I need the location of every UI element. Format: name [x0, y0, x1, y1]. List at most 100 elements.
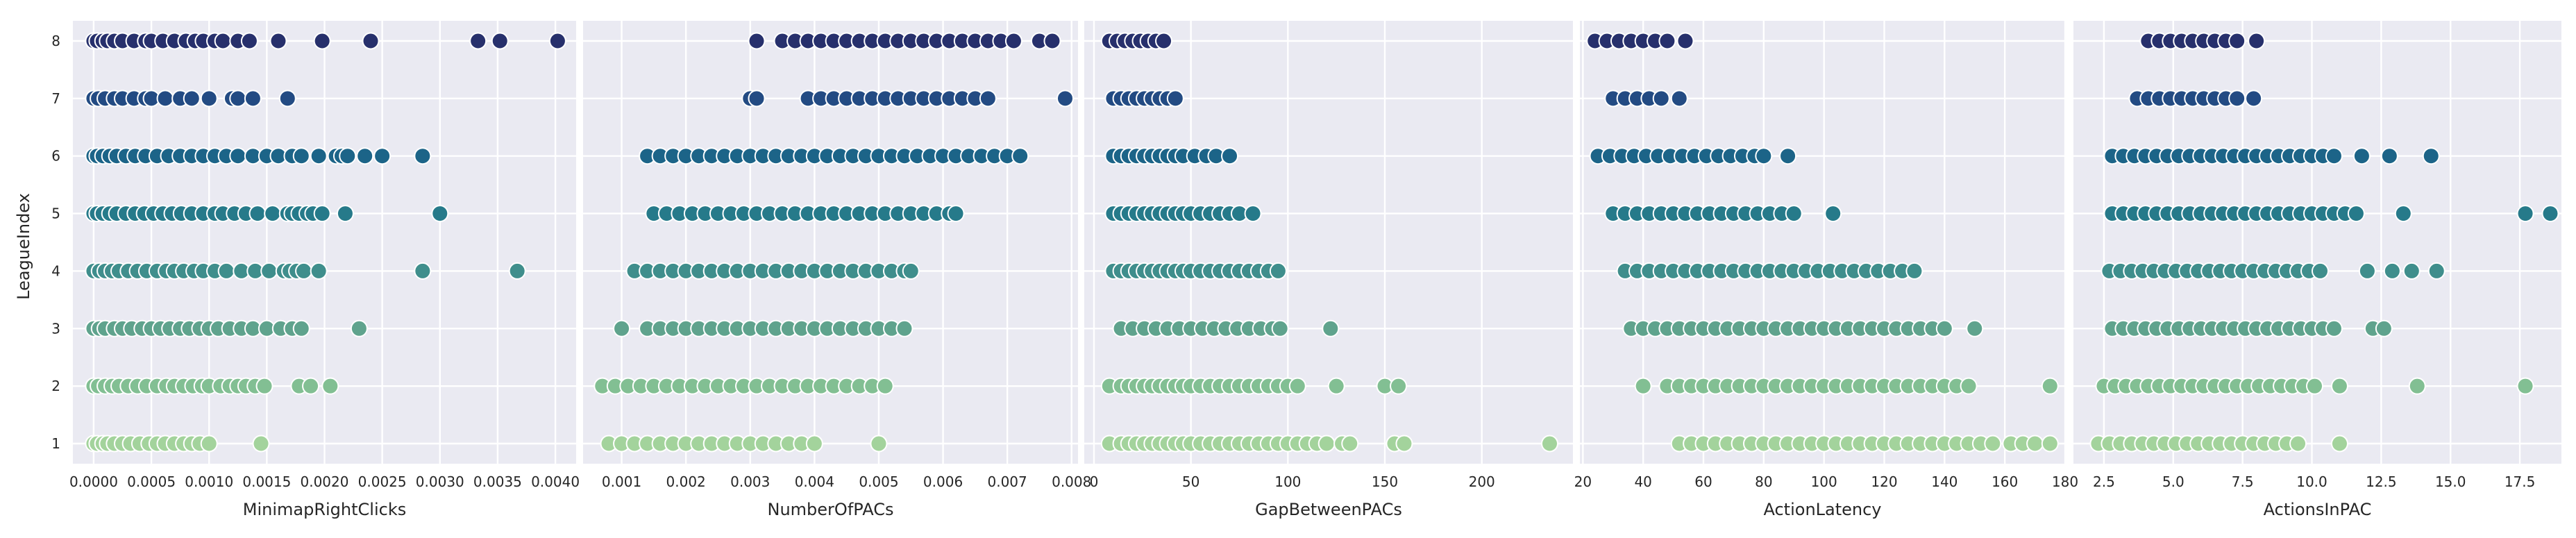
scatter-point: [2026, 435, 2044, 453]
scatter-point: [310, 147, 328, 165]
panel-5: 2.5 5.0 7.5 10.0 12.5 15.0 17.5 ActionsInPAC: [2073, 21, 2561, 519]
scatter-point: [1271, 319, 1289, 337]
scatter-point: [1658, 32, 1676, 50]
scatter-point: [1244, 205, 1262, 223]
scatter-points: [1586, 32, 2059, 453]
scatter-point: [2383, 262, 2401, 280]
scatter-point: [2516, 377, 2534, 395]
scatter-point: [2516, 205, 2534, 223]
scatter-point: [292, 319, 310, 337]
scatter-point: [414, 262, 432, 280]
scatter-point: [1318, 435, 1336, 453]
scatter-point: [1755, 147, 1773, 165]
scatter-point: [1634, 377, 1652, 395]
scatter-point: [1322, 319, 1340, 337]
scatter-point: [156, 90, 174, 108]
x-tick-label: 15.0: [2435, 473, 2466, 490]
scatter-point: [1785, 205, 1803, 223]
scatter-point: [1966, 319, 1984, 337]
y-tick-label: 2: [51, 378, 60, 394]
scatter-point: [1905, 262, 1923, 280]
scatter-point: [2228, 32, 2246, 50]
panel-2: 0.001 0.002 0.003 0.004 0.005 0.006 0.007 0.008…: [583, 21, 1091, 519]
x-tick-label: 180: [2052, 473, 2078, 490]
y-tick-label: 1: [51, 435, 60, 452]
scatter-point: [302, 377, 320, 395]
scatter-point: [2325, 319, 2343, 337]
scatter-point: [431, 205, 449, 223]
scatter-point: [2541, 205, 2559, 223]
scatter-point: [269, 32, 287, 50]
scatter-point: [947, 205, 965, 223]
scatter-point: [748, 32, 766, 50]
scatter-point: [1960, 377, 1978, 395]
scatter-point: [217, 262, 235, 280]
scatter-point: [313, 32, 331, 50]
scatter-points: [2089, 32, 2559, 453]
x-tick-label: 0.0030: [416, 473, 464, 490]
x-tick-label: 150: [1372, 473, 1398, 490]
scatter-point: [1676, 32, 1694, 50]
x-axis-title: ActionLatency: [1763, 500, 1881, 519]
x-tick-label: 0.0025: [358, 473, 407, 490]
scatter-point: [414, 147, 432, 165]
plot-area: [1084, 21, 1573, 464]
scatter-point: [2408, 377, 2426, 395]
scatter-points: [1100, 32, 1558, 453]
panel-1: 0.0000 0.0005 0.0010 0.0015 0.0020 0.0025 0.00…: [69, 21, 580, 519]
scatter-point: [1779, 147, 1797, 165]
scatter-point: [2375, 319, 2393, 337]
scatter-point: [2347, 205, 2365, 223]
x-tick-label: 12.5: [2366, 473, 2397, 490]
y-tick-label: 4: [51, 262, 60, 279]
scatter-point: [491, 32, 509, 50]
panel-4: 20 40 60 80 100 120 140 160 180 ActionLatency: [1574, 21, 2078, 519]
scatter-point: [214, 32, 232, 50]
x-tick-label: 80: [1755, 473, 1772, 490]
scatter-point: [2325, 147, 2343, 165]
scatter-point: [255, 377, 273, 395]
scatter-point: [870, 435, 888, 453]
x-tick-label: 5.0: [2162, 473, 2184, 490]
scatter-point: [2041, 435, 2059, 453]
scatter-point: [508, 262, 526, 280]
scatter-point: [2228, 90, 2246, 108]
x-tick-label: 2.5: [2093, 473, 2115, 490]
scatter-point: [876, 377, 894, 395]
panel-3: 0 50 100 150 200 GapBetweenPACs: [1084, 21, 1573, 519]
x-axis-title: GapBetweenPACs: [1255, 500, 1402, 519]
x-tick-label: 120: [1871, 473, 1897, 490]
scatter-point: [613, 319, 631, 337]
x-tick-label: 160: [1992, 473, 2018, 490]
x-tick-label: 0.005: [859, 473, 898, 490]
scatter-point: [1288, 377, 1306, 395]
x-tick-label: 10.0: [2296, 473, 2327, 490]
x-tick-label: 17.5: [2505, 473, 2536, 490]
scatter-point: [260, 262, 278, 280]
y-tick-label: 8: [51, 33, 60, 49]
scatter-point: [1155, 32, 1173, 50]
scatter-point: [2380, 147, 2398, 165]
scatter-point: [1269, 262, 1287, 280]
scatter-points: [594, 32, 1074, 453]
scatter-point: [362, 32, 380, 50]
x-tick-label: 0.007: [988, 473, 1027, 490]
y-tick-label: 5: [51, 205, 60, 222]
x-tick-label: 20: [1574, 473, 1592, 490]
scatter-point: [748, 90, 766, 108]
scatter-point: [1004, 32, 1022, 50]
scatter-point: [548, 32, 566, 50]
scatter-point: [469, 32, 487, 50]
scatter-point: [1935, 319, 1953, 337]
scatter-point: [1056, 90, 1074, 108]
scatter-point: [2041, 377, 2059, 395]
scatter-point: [2248, 32, 2266, 50]
scatter-point: [264, 205, 282, 223]
y-axis-title: LeagueIndex: [14, 193, 33, 300]
scatter-point: [321, 377, 339, 395]
scatter-point: [979, 90, 997, 108]
scatter-point: [336, 205, 354, 223]
scatter-point: [1327, 377, 1345, 395]
